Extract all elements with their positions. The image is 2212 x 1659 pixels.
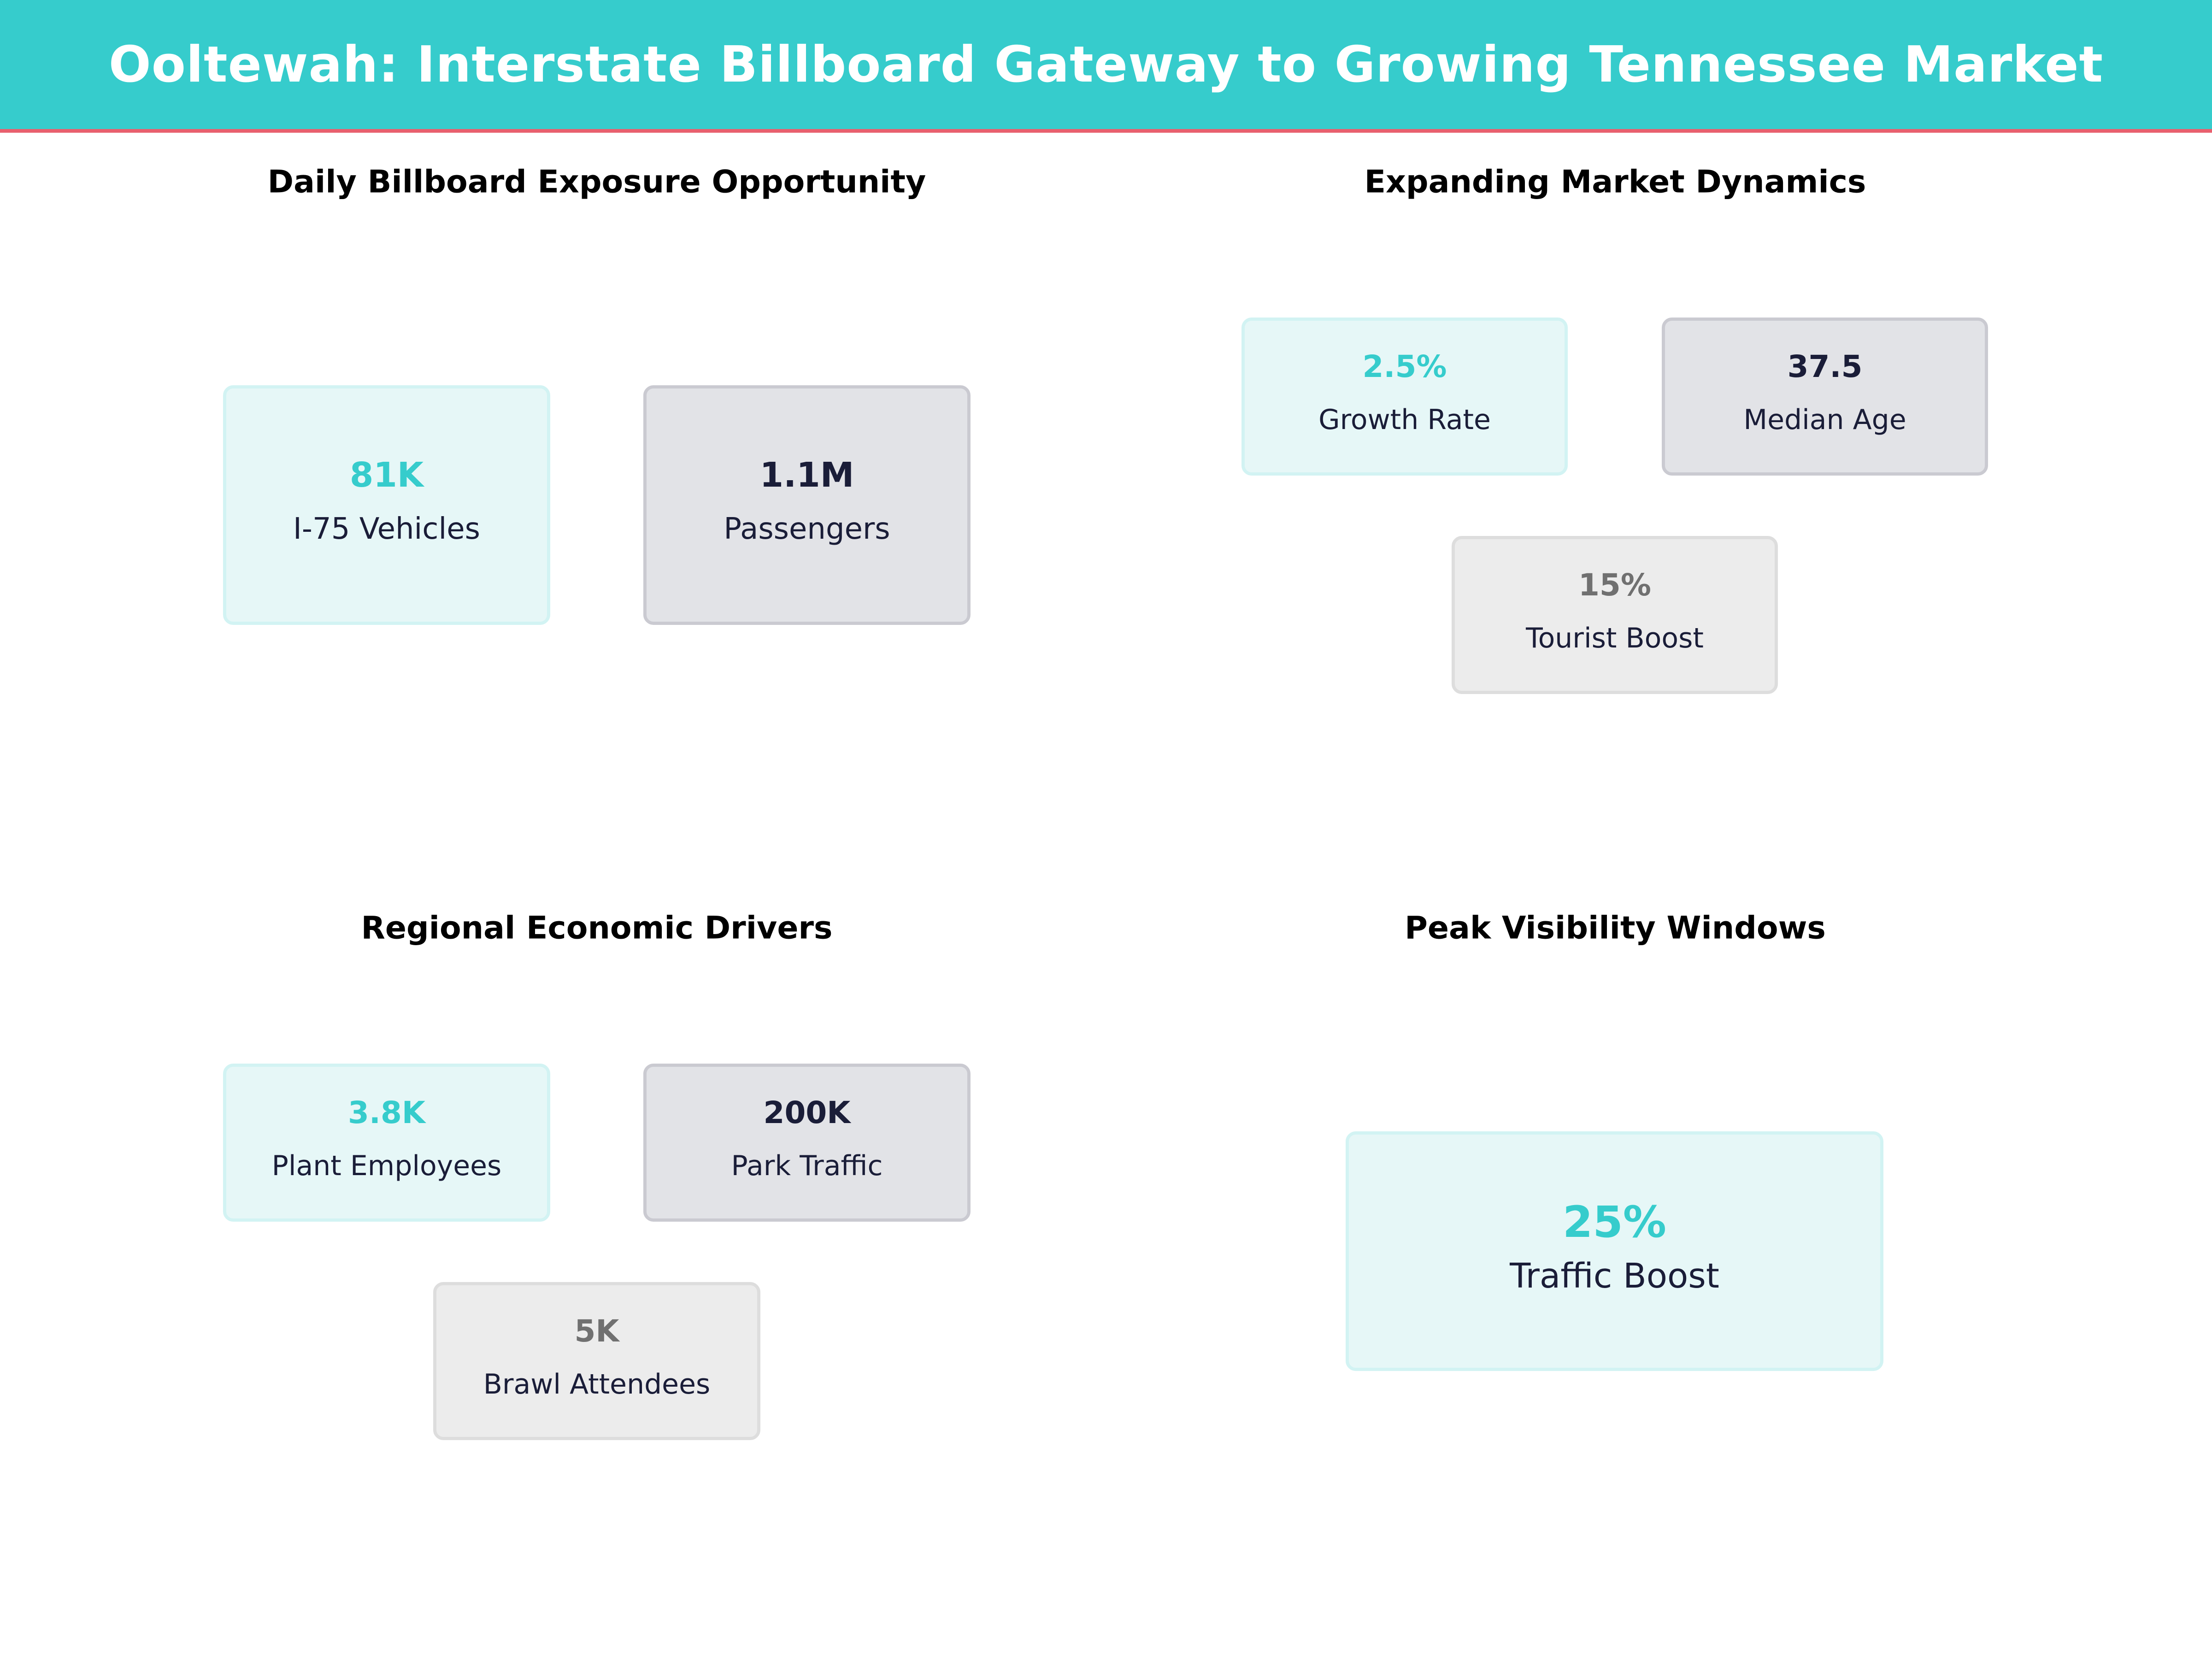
stat-card-tourist-boost: 15% Tourist Boost: [1452, 536, 1778, 694]
stat-value: 25%: [1563, 1197, 1666, 1247]
stat-value: 5K: [574, 1313, 619, 1349]
stat-card-growth-rate: 2.5% Growth Rate: [1241, 318, 1568, 476]
stat-value: 200K: [763, 1094, 851, 1130]
panel-title-economic: Regional Economic Drivers: [361, 910, 833, 947]
stat-label: Park Traffic: [731, 1149, 883, 1182]
page-title: Ooltewah: Interstate Billboard Gateway t…: [108, 35, 2104, 94]
stat-value: 37.5: [1787, 348, 1863, 384]
stat-value: 2.5%: [1362, 348, 1447, 384]
stat-card-brawl-attendees: 5K Brawl Attendees: [433, 1282, 760, 1440]
stat-card-plant-employees: 3.8K Plant Employees: [223, 1064, 550, 1222]
header-banner: Ooltewah: Interstate Billboard Gateway t…: [0, 0, 2212, 133]
panel-title-market: Expanding Market Dynamics: [1364, 164, 1866, 200]
stat-label: Traffic Boost: [1510, 1256, 1719, 1296]
stat-card-median-age: 37.5 Median Age: [1662, 318, 1988, 476]
stat-label: Brawl Attendees: [483, 1368, 711, 1400]
stat-value: 15%: [1578, 567, 1651, 603]
stat-value: 3.8K: [347, 1094, 426, 1130]
stat-card-park-traffic: 200K Park Traffic: [643, 1064, 971, 1222]
stat-label: Tourist Boost: [1526, 622, 1704, 654]
stat-card-i75-vehicles: 81K I-75 Vehicles: [223, 385, 550, 625]
stat-card-passengers: 1.1M Passengers: [643, 385, 971, 625]
stat-label: Plant Employees: [271, 1149, 502, 1182]
stat-value: 81K: [349, 455, 424, 495]
stat-label: Median Age: [1743, 403, 1906, 436]
stat-label: I-75 Vehicles: [293, 512, 480, 546]
stat-label: Growth Rate: [1318, 403, 1491, 436]
panel-title-visibility: Peak Visibility Windows: [1405, 910, 1826, 947]
stat-value: 1.1M: [759, 455, 854, 495]
panel-title-exposure: Daily Billboard Exposure Opportunity: [267, 164, 926, 200]
stat-label: Passengers: [724, 512, 890, 546]
stat-card-traffic-boost: 25% Traffic Boost: [1346, 1131, 1883, 1371]
